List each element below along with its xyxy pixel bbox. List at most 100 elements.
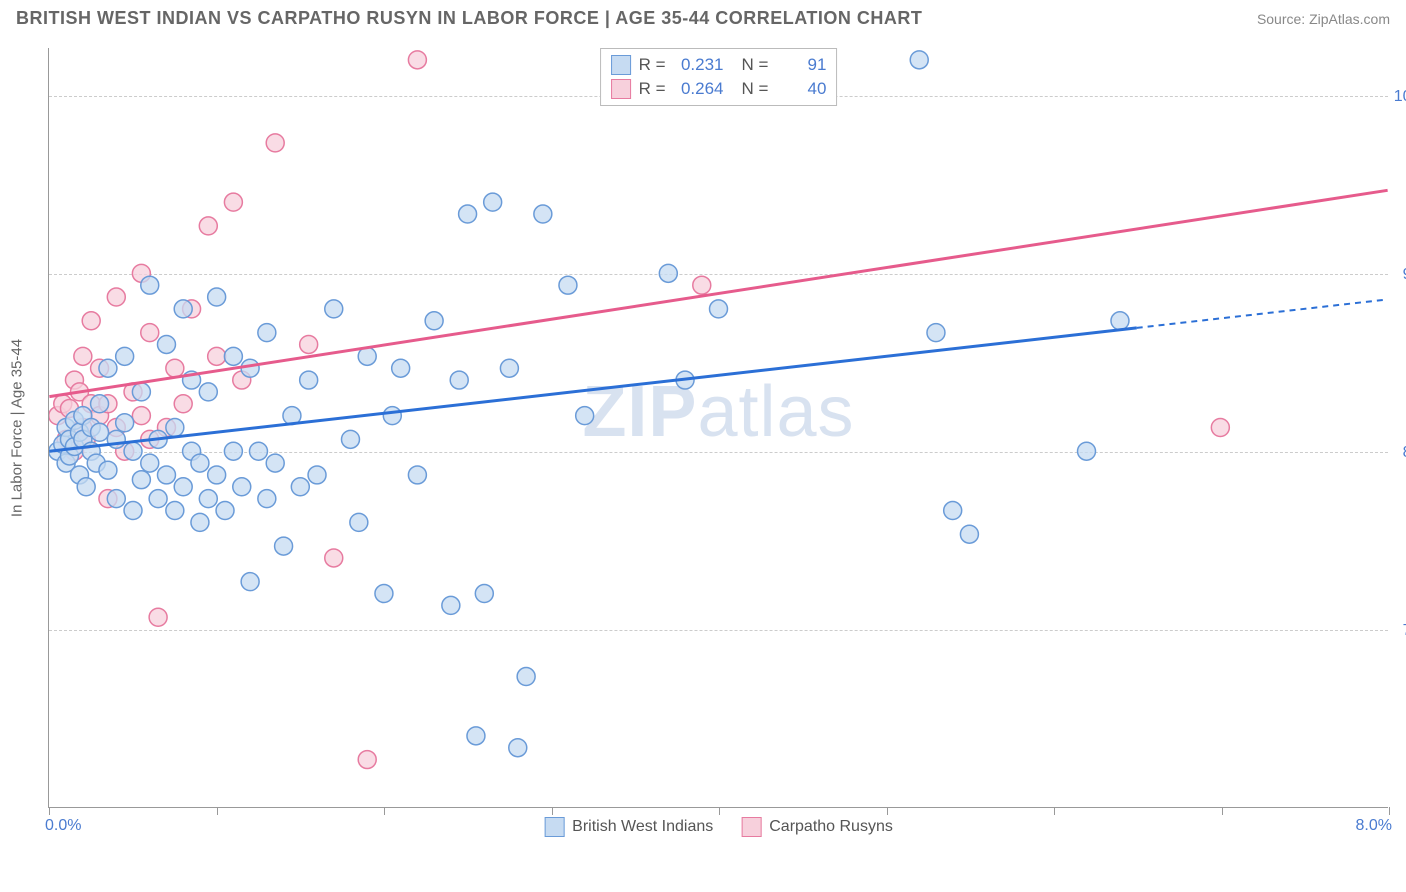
scatter-point <box>107 288 125 306</box>
x-tick <box>1054 807 1055 815</box>
scatter-point <box>191 513 209 531</box>
scatter-point <box>208 466 226 484</box>
scatter-point <box>141 276 159 294</box>
scatter-point <box>358 751 376 769</box>
n-value-0: 91 <box>776 55 826 75</box>
legend-series-swatch-0 <box>544 817 564 837</box>
scatter-point <box>82 312 100 330</box>
x-tick <box>1222 807 1223 815</box>
plot-svg <box>49 48 1388 807</box>
scatter-point <box>944 502 962 520</box>
scatter-point <box>77 478 95 496</box>
scatter-point <box>300 371 318 389</box>
x-tick <box>217 807 218 815</box>
legend-series-item-1: Carpatho Rusyns <box>741 817 893 837</box>
scatter-point <box>233 478 251 496</box>
legend-series: British West Indians Carpatho Rusyns <box>544 817 893 837</box>
r-label-0: R = <box>639 55 666 75</box>
scatter-point <box>99 359 117 377</box>
scatter-point <box>710 300 728 318</box>
scatter-point <box>266 454 284 472</box>
x-tick <box>552 807 553 815</box>
y-tick-label: 85.0% <box>1403 444 1406 462</box>
scatter-point <box>107 490 125 508</box>
scatter-point <box>208 288 226 306</box>
scatter-point <box>141 324 159 342</box>
scatter-point <box>174 300 192 318</box>
scatter-point <box>157 466 175 484</box>
regression-line-bwi-dashed <box>1137 299 1388 327</box>
r-label-1: R = <box>639 79 666 99</box>
scatter-point <box>116 347 134 365</box>
scatter-point <box>960 525 978 543</box>
scatter-point <box>141 454 159 472</box>
n-label-0: N = <box>742 55 769 75</box>
legend-swatch-0 <box>611 55 631 75</box>
scatter-point <box>467 727 485 745</box>
scatter-point <box>132 407 150 425</box>
scatter-point <box>91 395 109 413</box>
scatter-point <box>350 513 368 531</box>
scatter-point <box>509 739 527 757</box>
scatter-point <box>258 324 276 342</box>
scatter-point <box>325 300 343 318</box>
scatter-point <box>258 490 276 508</box>
scatter-point <box>275 537 293 555</box>
y-tick-label: 77.5% <box>1403 622 1406 640</box>
scatter-point <box>149 608 167 626</box>
scatter-point <box>199 383 217 401</box>
legend-series-item-0: British West Indians <box>544 817 713 837</box>
scatter-point <box>383 407 401 425</box>
legend-stats-row-1: R = 0.264 N = 40 <box>611 77 827 101</box>
scatter-point <box>124 442 142 460</box>
scatter-point <box>208 347 226 365</box>
scatter-point <box>910 51 928 69</box>
scatter-point <box>408 466 426 484</box>
scatter-point <box>341 430 359 448</box>
x-tick <box>719 807 720 815</box>
legend-series-label-0: British West Indians <box>572 818 713 836</box>
scatter-point <box>500 359 518 377</box>
scatter-point <box>1211 419 1229 437</box>
scatter-point <box>450 371 468 389</box>
scatter-point <box>459 205 477 223</box>
scatter-point <box>124 502 142 520</box>
regression-line-rusyn <box>49 190 1387 396</box>
legend-series-swatch-1 <box>741 817 761 837</box>
scatter-point <box>517 668 535 686</box>
scatter-point <box>132 471 150 489</box>
scatter-point <box>224 193 242 211</box>
scatter-point <box>927 324 945 342</box>
chart-title: BRITISH WEST INDIAN VS CARPATHO RUSYN IN… <box>16 8 922 29</box>
scatter-point <box>291 478 309 496</box>
r-value-1: 0.264 <box>674 79 724 99</box>
n-value-1: 40 <box>776 79 826 99</box>
x-axis-max-label: 8.0% <box>1356 817 1392 835</box>
scatter-point <box>224 347 242 365</box>
y-tick-label: 92.5% <box>1403 266 1406 284</box>
scatter-point <box>174 478 192 496</box>
scatter-point <box>300 335 318 353</box>
scatter-point <box>659 264 677 282</box>
scatter-point <box>559 276 577 294</box>
x-tick <box>49 807 50 815</box>
legend-swatch-1 <box>611 79 631 99</box>
scatter-point <box>1078 442 1096 460</box>
scatter-point <box>224 442 242 460</box>
scatter-point <box>191 454 209 472</box>
scatter-point <box>91 423 109 441</box>
scatter-point <box>266 134 284 152</box>
scatter-point <box>199 217 217 235</box>
legend-stats-row-0: R = 0.231 N = 91 <box>611 53 827 77</box>
scatter-point <box>157 335 175 353</box>
legend-series-label-1: Carpatho Rusyns <box>769 818 893 836</box>
scatter-point <box>149 490 167 508</box>
scatter-point <box>174 395 192 413</box>
legend-stats: R = 0.231 N = 91 R = 0.264 N = 40 <box>600 48 838 106</box>
scatter-point <box>199 490 217 508</box>
x-axis-min-label: 0.0% <box>45 817 81 835</box>
scatter-point <box>132 383 150 401</box>
scatter-point <box>249 442 267 460</box>
scatter-point <box>408 51 426 69</box>
scatter-point <box>241 573 259 591</box>
